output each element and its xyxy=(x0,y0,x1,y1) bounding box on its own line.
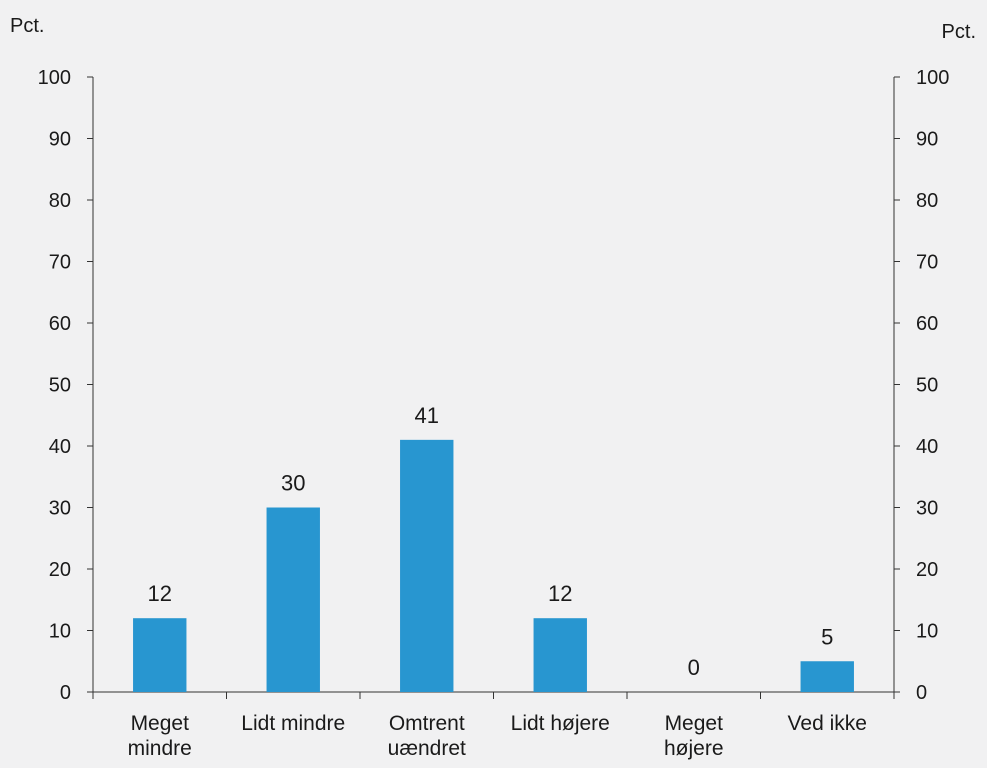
right-y-tick-label: 100 xyxy=(916,67,949,89)
right-y-tick-label: 50 xyxy=(916,375,938,397)
data-label: 5 xyxy=(821,624,833,649)
left-y-tick-label: 30 xyxy=(49,498,71,520)
category-label: Lidt højere xyxy=(511,712,610,735)
left-y-tick-label: 50 xyxy=(49,375,71,397)
left-y-tick-label: 40 xyxy=(49,436,71,458)
category-label: Omtrent xyxy=(389,712,465,735)
left-y-tick-label: 70 xyxy=(49,252,71,274)
data-label: 12 xyxy=(148,581,172,606)
left-y-tick-label: 20 xyxy=(49,559,71,581)
data-labels: 12 30 41 12 0 5 xyxy=(148,403,834,680)
right-y-tick-label: 70 xyxy=(916,252,938,274)
category-label: højere xyxy=(664,737,724,760)
bar xyxy=(400,439,454,692)
left-y-tick-label: 0 xyxy=(60,682,71,704)
left-y-tick-label: 10 xyxy=(49,621,71,643)
right-axis-unit-label: Pct. xyxy=(942,21,976,43)
data-label: 41 xyxy=(415,403,439,428)
bar xyxy=(266,507,320,692)
left-y-tick-label: 80 xyxy=(49,190,71,212)
bar xyxy=(133,618,187,692)
category-label: Ved ikke xyxy=(788,712,867,735)
right-y-tick-label: 0 xyxy=(916,682,927,704)
bar xyxy=(533,618,587,692)
category-label: Lidt mindre xyxy=(241,712,345,735)
right-y-tick-label: 30 xyxy=(916,498,938,520)
left-axis-unit-label: Pct. xyxy=(10,15,44,37)
left-y-tick-label: 100 xyxy=(38,67,71,89)
bars xyxy=(133,439,854,692)
data-label: 30 xyxy=(281,471,305,496)
category-label: mindre xyxy=(128,737,192,760)
category-label: Meget xyxy=(131,712,190,735)
left-y-tick-label: 90 xyxy=(49,129,71,151)
left-y-tick-label: 60 xyxy=(49,313,71,335)
category-label: Meget xyxy=(665,712,724,735)
right-y-tick-label: 60 xyxy=(916,313,938,335)
right-y-tick-label: 90 xyxy=(916,129,938,151)
right-y-tick-label: 10 xyxy=(916,621,938,643)
category-label: uændret xyxy=(388,737,466,760)
data-label: 0 xyxy=(688,655,700,680)
right-y-tick-label: 20 xyxy=(916,559,938,581)
right-y-tick-label: 40 xyxy=(916,436,938,458)
bar xyxy=(800,661,854,692)
data-label: 12 xyxy=(548,581,572,606)
right-y-tick-label: 80 xyxy=(916,190,938,212)
